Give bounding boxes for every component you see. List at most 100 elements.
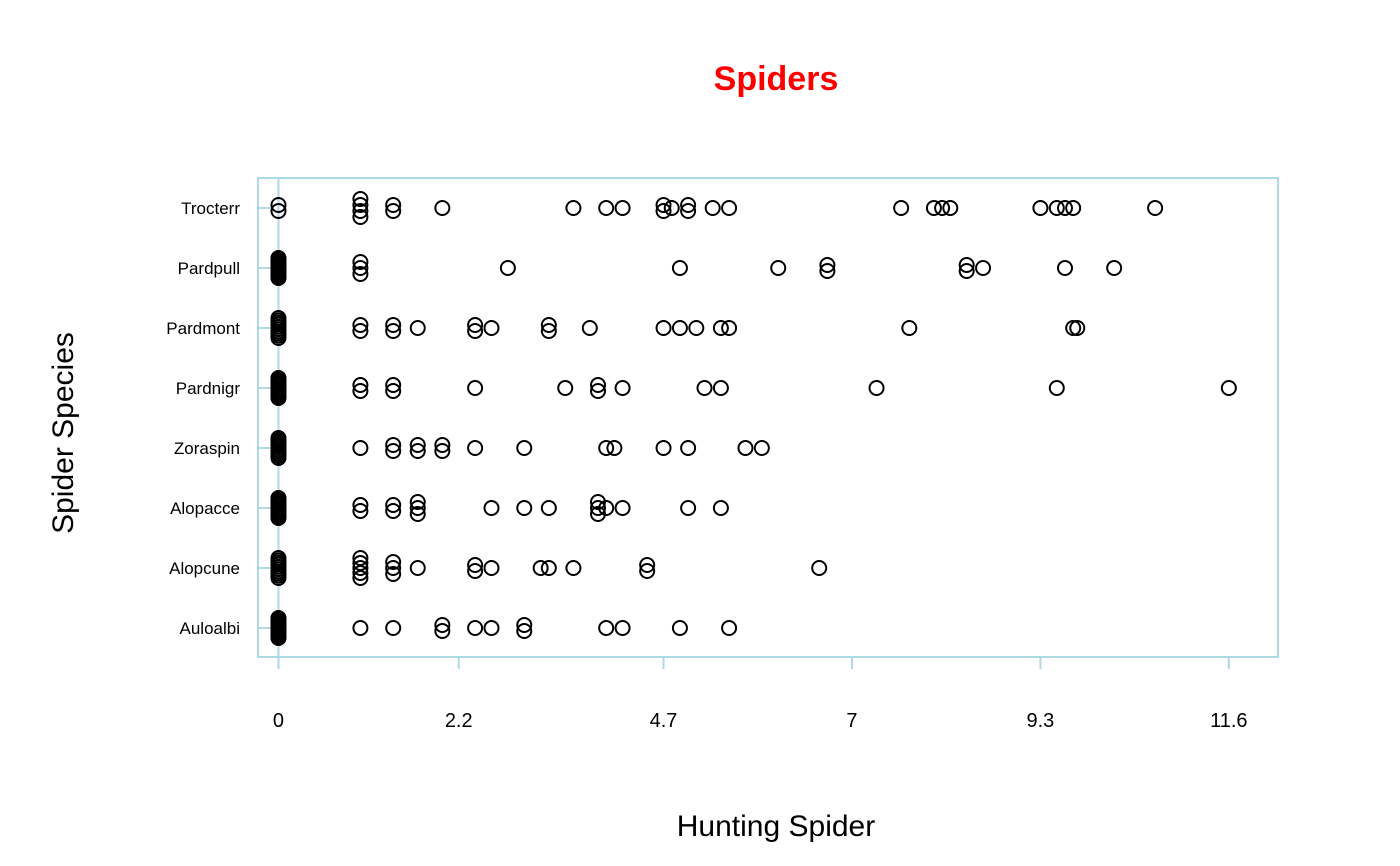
data-point [385, 323, 402, 339]
y-category-label: Pardmont [166, 319, 240, 338]
data-point [614, 620, 631, 636]
data-point [819, 257, 836, 273]
data-point [532, 560, 549, 576]
data-point [680, 197, 697, 213]
data-point [385, 503, 402, 519]
data-point [352, 197, 369, 213]
y-axis-title: Spider Species [47, 332, 80, 534]
data-point [385, 620, 402, 636]
data-point [557, 380, 574, 396]
y-category-label: Alopacce [170, 499, 240, 518]
data-point [1069, 320, 1086, 336]
data-point [540, 317, 557, 333]
data-point [655, 440, 672, 456]
x-tick-label: 7 [846, 710, 857, 732]
y-axis: Auloalbi Alopcune Alopacce Zoraspin Pardnigr… [166, 178, 280, 657]
data-point [352, 440, 369, 456]
data-point [590, 500, 606, 516]
data-point [942, 200, 959, 216]
data-point [753, 440, 770, 456]
data-point [434, 437, 451, 453]
data-point [721, 320, 738, 336]
data-point [540, 560, 557, 576]
data-point [1147, 200, 1164, 216]
data-point [434, 443, 451, 459]
data-point [606, 440, 623, 456]
y-category-label: Auloalbi [180, 619, 241, 638]
data-point [385, 566, 402, 582]
data-point [1065, 320, 1082, 336]
data-point [614, 500, 631, 516]
data-point [590, 377, 606, 393]
data-point [614, 380, 631, 396]
y-category-label: Zoraspin [174, 439, 240, 458]
data-point [590, 383, 606, 399]
data-point [598, 200, 615, 216]
data-point [385, 560, 402, 576]
data-point [663, 200, 680, 216]
data-point [639, 563, 656, 579]
data-point [385, 443, 402, 459]
data-point [721, 620, 738, 636]
data-point [352, 209, 369, 225]
data-point [516, 623, 533, 639]
plot-frame [257, 177, 1279, 658]
data-point [270, 390, 287, 406]
data-point [655, 320, 672, 336]
data-point [352, 377, 369, 393]
data-point [409, 437, 426, 453]
data-point [352, 266, 369, 282]
data-point [352, 497, 369, 513]
data-point [409, 560, 426, 576]
data-point [352, 620, 369, 636]
data-point [671, 260, 688, 276]
data-point [516, 440, 533, 456]
data-point [901, 320, 918, 336]
data-point [385, 203, 402, 219]
data-point [409, 500, 426, 516]
data-point [1065, 200, 1082, 216]
data-point [467, 563, 484, 579]
data-point [434, 200, 451, 216]
data-point [483, 620, 500, 636]
data-point [352, 203, 369, 219]
data-point [737, 440, 754, 456]
data-point [270, 450, 287, 466]
data-point [655, 197, 672, 213]
data-point [934, 200, 951, 216]
data-point [581, 320, 598, 336]
data-point [975, 260, 992, 276]
data-point [565, 200, 582, 216]
data-point [499, 260, 516, 276]
data-point [352, 565, 369, 581]
data-point [958, 263, 975, 279]
data-point [1056, 260, 1073, 276]
data-point [516, 500, 533, 516]
data-point [655, 203, 672, 219]
data-point [409, 494, 426, 510]
data-point [270, 197, 287, 213]
data-point [671, 620, 688, 636]
data-point [467, 557, 484, 573]
data-point [712, 380, 729, 396]
data-point [352, 323, 369, 339]
data-point [352, 560, 369, 576]
data-point [483, 320, 500, 336]
y-category-label: Pardnigr [176, 379, 241, 398]
data-point [1056, 200, 1073, 216]
data-point [811, 560, 828, 576]
chart-title: Spiders [714, 60, 839, 98]
data-point [385, 554, 402, 570]
data-point [467, 440, 484, 456]
data-point [639, 557, 656, 573]
data-point [352, 317, 369, 333]
x-tick-label: 11.6 [1210, 710, 1247, 732]
data-point [467, 620, 484, 636]
data-point [385, 383, 402, 399]
data-point [516, 617, 533, 633]
data-point [352, 191, 369, 207]
x-tick-label: 9.3 [1027, 710, 1055, 732]
data-point [688, 320, 705, 336]
data-points [270, 191, 1237, 646]
